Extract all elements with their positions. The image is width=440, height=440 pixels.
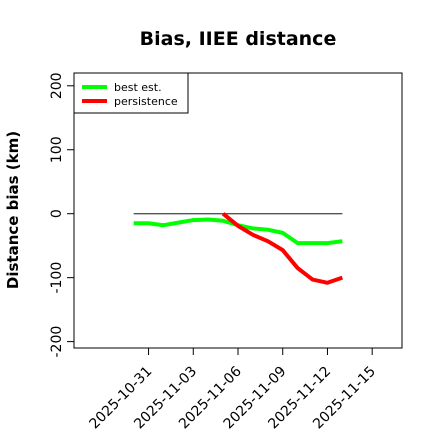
legend-label: best est. [114, 81, 162, 94]
y-tick-label: 100 [49, 136, 65, 163]
series-line-best-est- [133, 217, 343, 246]
y-tick-label: 200 [49, 72, 65, 99]
series-line-persistence [221, 212, 344, 285]
y-tick-label: -200 [49, 326, 65, 358]
chart-title: Bias, IIEE distance [140, 28, 337, 50]
legend-label: persistence [114, 95, 178, 108]
plot-area [73, 72, 403, 349]
legend: best est.persistence [73, 72, 189, 114]
y-tick-label: 0 [49, 209, 65, 218]
y-axis-label: Distance bias (km) [4, 131, 22, 289]
y-tick-label: -100 [49, 262, 65, 294]
legend-box [73, 72, 189, 114]
